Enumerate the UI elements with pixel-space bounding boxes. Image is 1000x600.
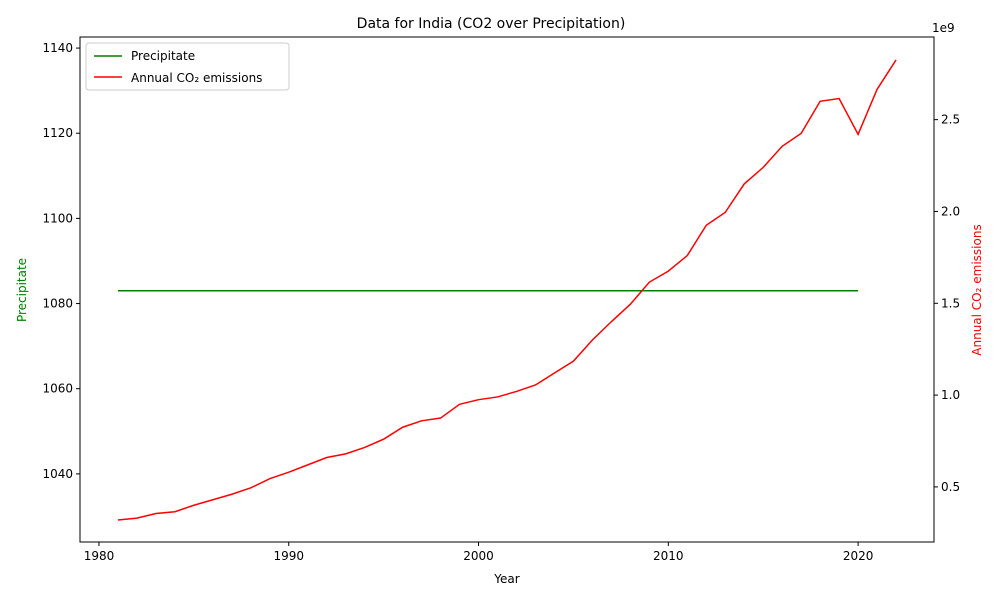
- plot-area: [79, 36, 935, 543]
- legend: Precipitate Annual CO₂ emissions: [85, 42, 290, 91]
- right-y-axis-label: Annual CO₂ emissions: [970, 224, 984, 355]
- right-y-tick-label: 2.0: [941, 204, 960, 218]
- legend-label-co2: Annual CO₂ emissions: [131, 71, 262, 85]
- left-y-tick-label: 1060: [42, 382, 73, 396]
- x-tick-label: 1990: [273, 549, 304, 563]
- x-tick-label: 2020: [843, 549, 874, 563]
- series-line-co2: [117, 59, 897, 521]
- right-y-tick-label: 1.0: [941, 388, 960, 402]
- left-y-tick-label: 1120: [42, 126, 73, 140]
- right-y-tick-label: 2.5: [941, 113, 960, 127]
- left-y-axis-label: Precipitate: [15, 258, 29, 322]
- x-axis-ticks: 1980 1990 2000 2010 2020: [84, 542, 874, 563]
- left-y-tick-label: 1140: [42, 41, 73, 55]
- chart-title: Data for India (CO2 over Precipitation): [357, 16, 626, 32]
- right-axis-offset: 1e9: [932, 21, 955, 35]
- series-lines: [117, 59, 897, 521]
- right-y-tick-label: 0.5: [941, 480, 960, 494]
- left-y-axis-ticks: 1040 1060 1080 1100 1120 1140: [42, 41, 80, 481]
- x-axis-label: Year: [493, 572, 519, 586]
- left-y-tick-label: 1100: [42, 211, 73, 225]
- x-tick-label: 2010: [653, 549, 684, 563]
- right-y-tick-label: 1.5: [941, 296, 960, 310]
- right-y-axis-ticks: 0.5 1.0 1.5 2.0 2.5: [934, 113, 960, 494]
- x-tick-label: 1980: [84, 549, 115, 563]
- x-tick-label: 2000: [463, 549, 494, 563]
- legend-box: [85, 42, 290, 91]
- legend-label-precipitate: Precipitate: [131, 49, 195, 63]
- left-y-tick-label: 1080: [42, 297, 73, 311]
- left-y-tick-label: 1040: [42, 467, 73, 481]
